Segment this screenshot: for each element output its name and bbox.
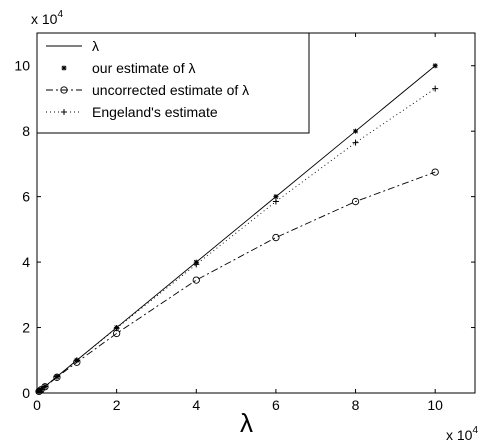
series-2 (35, 168, 439, 396)
series-line (38, 171, 436, 392)
series-layer (35, 63, 439, 396)
data-point (432, 63, 438, 69)
data-point (37, 386, 44, 393)
data-point (353, 128, 359, 134)
data-point (35, 387, 43, 396)
axis-ticks: 0 2 4 6 8 10 0 2 4 6 8 10 (14, 33, 475, 413)
legend-marker (61, 109, 67, 115)
x-tick-label: 8 (352, 397, 360, 413)
y-tick-label: 0 (22, 385, 30, 401)
data-point (41, 383, 48, 390)
legend-box (36, 32, 310, 134)
legend-label: our estimate of λ (92, 60, 196, 76)
data-point (53, 373, 60, 380)
y-tick-label: 8 (22, 123, 30, 139)
y-tick-label: 6 (22, 189, 30, 205)
data-point (113, 325, 120, 332)
data-point (431, 168, 439, 176)
data-point (272, 233, 280, 242)
data-point (432, 85, 439, 92)
legend-label: uncorrected estimate of λ (92, 82, 249, 98)
x-tick-label: 10 (427, 397, 443, 413)
legend-marker (61, 65, 67, 71)
x-tick-label: 6 (272, 397, 280, 413)
y-tick-label: 4 (22, 254, 30, 270)
legend-label: Engeland's estimate (92, 104, 218, 120)
legend-label: λ (92, 38, 99, 54)
x-tick-label: 4 (192, 397, 200, 413)
series-3 (35, 85, 439, 395)
data-point (352, 139, 359, 146)
x-axis-multiplier: x 104 (446, 425, 478, 443)
legend-marker (60, 86, 68, 94)
data-point (73, 357, 80, 364)
data-point (192, 276, 200, 284)
legend: λ our estimate of λ uncorrected estimate o… (36, 32, 310, 134)
y-tick-label: 10 (14, 58, 30, 74)
x-axis-label: λ (240, 408, 253, 438)
x-tick-label: 2 (113, 397, 121, 413)
data-point (193, 261, 200, 268)
series-line (38, 88, 436, 392)
data-point (351, 197, 360, 206)
data-point (272, 198, 279, 205)
x-tick-label: 0 (33, 397, 41, 413)
y-tick-label: 2 (22, 320, 30, 336)
y-axis-multiplier: x 104 (31, 9, 63, 27)
data-point (273, 194, 279, 200)
